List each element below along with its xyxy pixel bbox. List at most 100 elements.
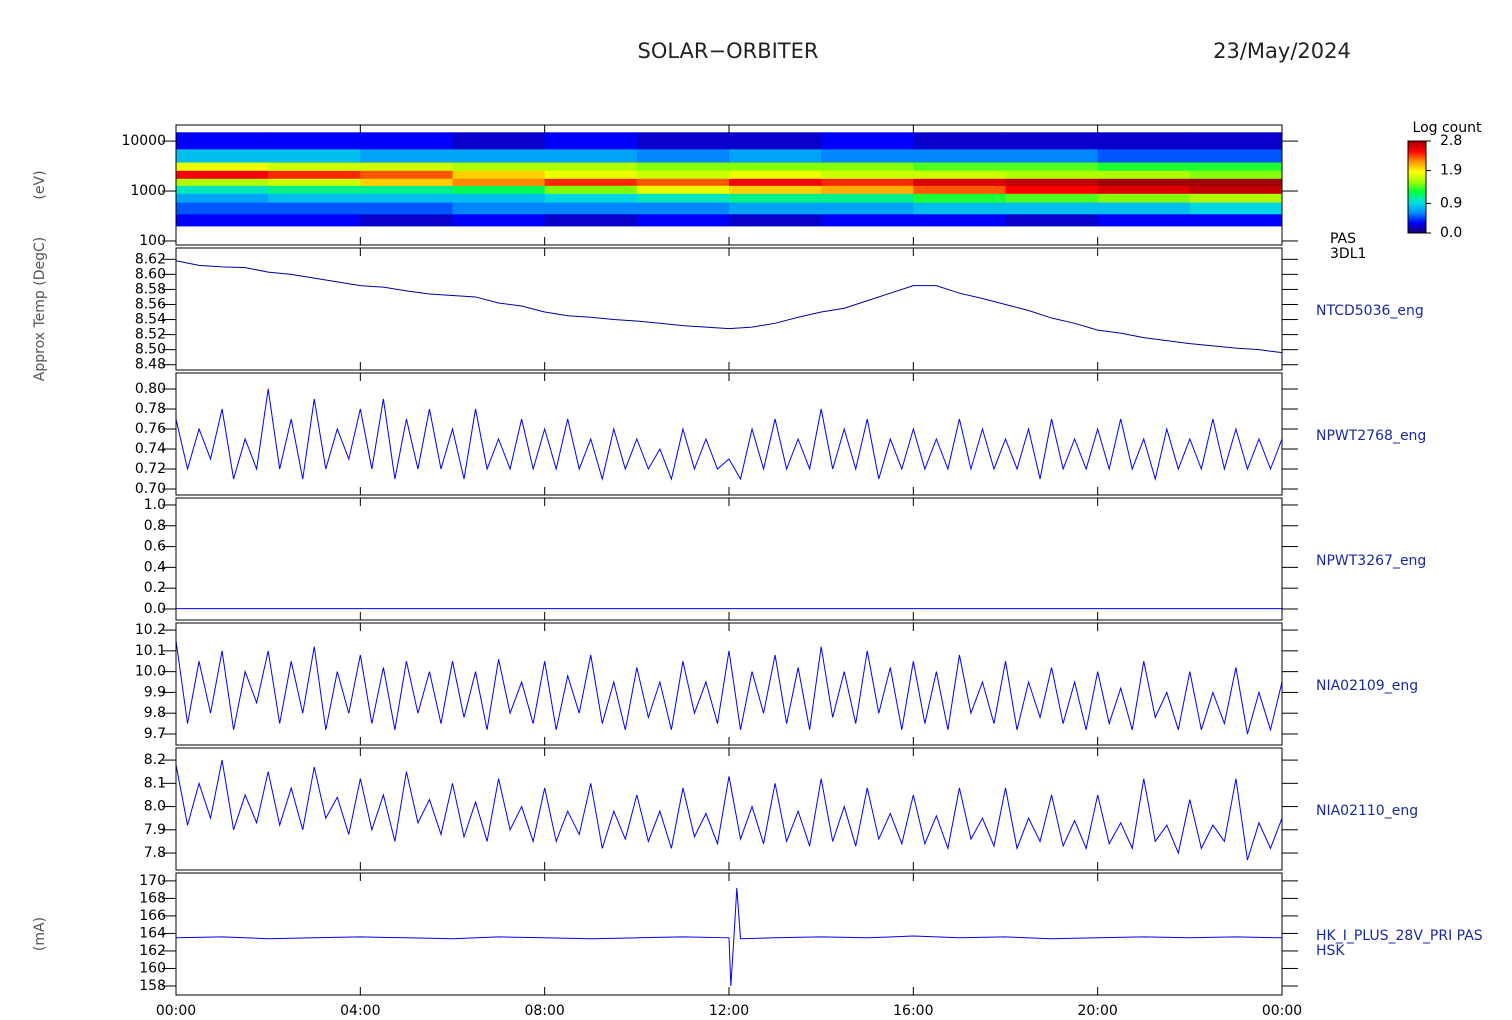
heat-cell — [268, 185, 361, 194]
heat-cell — [176, 170, 269, 179]
heat-cell — [1189, 132, 1283, 150]
heat-cell — [1097, 213, 1191, 227]
y-tick-label: 0.78 — [135, 401, 166, 417]
panel-frame — [175, 622, 1283, 746]
series-line — [175, 759, 1283, 861]
y-tick-label: 9.7 — [144, 726, 166, 742]
y-tick-label: 8.54 — [135, 312, 166, 328]
heat-cell — [636, 202, 730, 215]
heat-cell — [1189, 202, 1283, 215]
heat-cell — [1005, 162, 1099, 171]
heat-cell — [360, 148, 453, 163]
heat-cell — [268, 132, 361, 150]
y-tick-label: 0.72 — [135, 461, 166, 477]
series-label: NIA02109_eng — [1316, 678, 1418, 694]
heat-cell — [636, 162, 730, 171]
heat-cell — [452, 148, 546, 163]
heat-cell — [729, 213, 822, 227]
x-tick-label: 04:00 — [340, 1003, 380, 1019]
y-tick-label: 0.74 — [135, 441, 166, 457]
heat-cell — [821, 178, 914, 186]
heat-cell — [268, 170, 361, 179]
heat-cell — [452, 213, 546, 227]
y-tick-label: 8.48 — [135, 357, 166, 373]
heat-cell — [1005, 178, 1099, 186]
y-tick-label: 0.76 — [135, 421, 166, 437]
y-tick-label: 10.0 — [135, 664, 166, 680]
heat-cell — [268, 148, 361, 163]
y-tick-label: 8.56 — [135, 296, 166, 312]
heat-cell — [1005, 148, 1099, 163]
heat-cell — [176, 185, 269, 194]
y-tick-label: 162 — [139, 943, 166, 959]
y-tick-label: 0.2 — [144, 580, 166, 596]
heat-cell — [636, 170, 730, 179]
heat-cell — [1189, 185, 1283, 194]
heat-cell — [729, 148, 822, 163]
heat-cell — [729, 185, 822, 194]
y-tick-label: 7.9 — [144, 822, 166, 838]
y-axis-label: (mA) — [32, 917, 48, 951]
heat-cell — [360, 193, 453, 203]
y-tick-label: 0.0 — [144, 601, 166, 617]
heat-cell — [821, 202, 914, 215]
y-tick-label: 9.8 — [144, 705, 166, 721]
heat-cell — [452, 185, 546, 194]
chart-title: SOLAR−ORBITER — [637, 39, 818, 63]
heat-cell — [821, 148, 914, 163]
heat-cell — [544, 170, 638, 179]
heat-cell — [452, 170, 546, 179]
heat-cell — [1189, 162, 1283, 171]
series-line — [175, 260, 1283, 354]
y-tick-label: 100 — [139, 233, 166, 249]
heat-cell — [1189, 148, 1283, 163]
series-line — [175, 388, 1283, 481]
series-label: NTCD5036_eng — [1316, 303, 1424, 319]
heat-cell — [729, 202, 822, 215]
x-tick-label: 08:00 — [524, 1003, 564, 1019]
heat-cell — [1097, 202, 1191, 215]
heat-cell — [821, 162, 914, 171]
y-tick-label: 8.58 — [135, 281, 166, 297]
y-tick-label: 10.1 — [135, 643, 166, 659]
heat-cell — [544, 213, 638, 227]
series-label: NIA02110_eng — [1316, 803, 1418, 819]
y-tick-label: 10.2 — [135, 622, 166, 638]
x-tick-label: 20:00 — [1077, 1003, 1117, 1019]
colorbar — [1407, 140, 1427, 234]
heat-cell — [268, 193, 361, 203]
heat-cell — [176, 162, 269, 171]
heat-cell — [729, 193, 822, 203]
series-label: 3DL1 — [1330, 246, 1366, 262]
heat-cell — [452, 178, 546, 186]
heat-cell — [1097, 178, 1191, 186]
y-axis-label: Approx Temp (DegC) — [32, 237, 48, 381]
panel-frame — [175, 497, 1283, 621]
panel-frame — [175, 247, 1283, 371]
heat-cell — [1097, 170, 1191, 179]
heat-cell — [360, 170, 453, 179]
y-tick-label: 0.80 — [135, 381, 166, 397]
y-tick-label: 9.9 — [144, 684, 166, 700]
heat-cell — [1189, 193, 1283, 203]
heat-cell — [360, 162, 453, 171]
y-tick-label: 166 — [139, 908, 166, 924]
y-tick-label: 1000 — [130, 183, 166, 199]
y-tick-label: 164 — [139, 925, 166, 941]
heat-cell — [268, 213, 361, 227]
y-tick-label: 0.4 — [144, 559, 166, 575]
heat-cell — [636, 148, 730, 163]
chart-date: 23/May/2024 — [1213, 39, 1351, 63]
heat-cell — [544, 162, 638, 171]
heat-cell — [1005, 202, 1099, 215]
colorbar-tick-label: 1.9 — [1440, 163, 1462, 179]
heat-cell — [1005, 193, 1099, 203]
y-tick-label: 8.0 — [144, 799, 166, 815]
heat-cell — [452, 193, 546, 203]
heat-cell — [636, 132, 730, 150]
series-label: NPWT2768_eng — [1316, 428, 1426, 444]
heat-cell — [176, 132, 269, 150]
heat-cell — [729, 132, 822, 150]
heat-cell — [544, 193, 638, 203]
